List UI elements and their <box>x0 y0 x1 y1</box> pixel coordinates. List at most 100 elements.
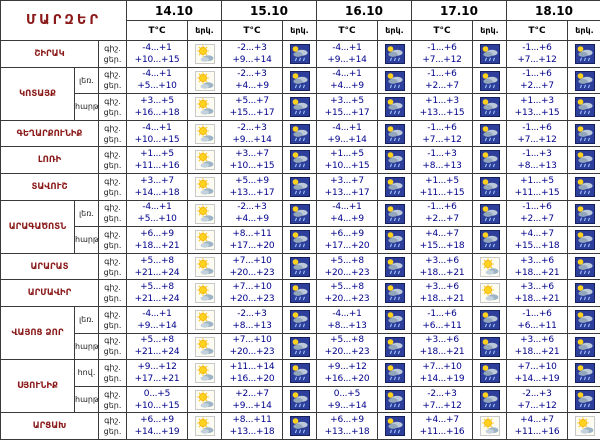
rain-icon <box>282 172 317 201</box>
temperature-cell: 0...+5 +10...+15 <box>126 385 188 414</box>
night-temp: -1...+6 <box>522 69 552 80</box>
night-temp: +3...+6 <box>425 335 459 346</box>
sun-cloud-icon <box>187 385 222 414</box>
day-label: ցեր. <box>103 134 122 144</box>
night-temp: +3...+6 <box>520 282 554 293</box>
day-temp: +7...+12 <box>517 134 557 145</box>
day-temp: +21...+24 <box>134 267 180 278</box>
night-temp: 0...+5 <box>333 388 361 399</box>
night-day-labels: գիշ. ցեր. <box>98 40 127 68</box>
night-temp: +6...+9 <box>140 415 174 426</box>
day-label: ցեր. <box>103 107 122 117</box>
rain-icon <box>282 146 317 174</box>
rain-icon <box>282 119 317 148</box>
rain-icon <box>282 199 317 228</box>
temperature-cell: -1...+6 +7...+12 <box>506 40 568 68</box>
day-temp: +9...+14 <box>232 54 272 65</box>
region-name: ԳԵՂԱՐՔՈՒՆԻՔ <box>0 119 99 148</box>
day-temp: +11...+16 <box>514 427 560 438</box>
temperature-cell: -1...+6 +2...+7 <box>411 66 473 95</box>
temp-col-header: T°C <box>411 20 473 41</box>
temperature-cell: -1...+6 +6...+11 <box>506 305 568 334</box>
sun-cloud-icon <box>187 119 222 148</box>
night-temp: -4...+1 <box>142 42 172 53</box>
rain-icon <box>567 93 600 121</box>
temperature-cell: -1...+6 +2...+7 <box>411 199 473 228</box>
temperature-cell: +9...+12 +17...+21 <box>126 359 188 387</box>
rain-icon <box>377 385 412 414</box>
rain-icon <box>377 226 412 254</box>
date-header: 16.10 <box>316 0 412 21</box>
day-label: ցեր. <box>103 81 122 91</box>
temperature-cell: +2...+7 +9...+14 <box>221 385 283 414</box>
temperature-cell: +4...+7 +15...+18 <box>411 226 473 254</box>
day-temp: +13...+17 <box>324 187 370 198</box>
night-temp: +3...+5 <box>140 95 174 106</box>
day-temp: +7...+12 <box>517 54 557 65</box>
day-label: ցեր. <box>103 373 122 383</box>
night-temp: +3...+5 <box>330 95 364 106</box>
day-temp: +18...+21 <box>419 347 465 358</box>
temp-col-header: T°C <box>221 20 283 41</box>
night-temp: -1...+6 <box>427 42 457 53</box>
temperature-cell: +5...+8 +20...+23 <box>316 332 378 361</box>
night-temp: +6...+9 <box>330 228 364 239</box>
temperature-cell: +5...+7 +15...+17 <box>221 93 283 121</box>
night-day-labels: գիշ. ցեր. <box>98 252 127 281</box>
temperature-cell: -4...+1 +5...+10 <box>126 66 188 95</box>
temperature-cell: -4...+1 +8...+13 <box>316 305 378 334</box>
region-name: ՇԻՐԱԿ <box>0 40 99 68</box>
night-temp: +5...+8 <box>330 282 364 293</box>
day-temp: +16...+18 <box>134 107 180 118</box>
header-row-subcolumns: T°C երկ. T°C երկ. T°C երկ. T°C երկ. T°C … <box>1 20 600 41</box>
table-row: ԼՈՌԻ գիշ. ցեր. +1...+5 +11...+16 +3...+7 +10..… <box>0 146 600 174</box>
night-temp: +9...+12 <box>327 361 367 372</box>
temperature-cell: +4...+7 +11...+16 <box>411 412 473 440</box>
night-temp: +1...+3 <box>520 95 554 106</box>
sun-cloud-icon <box>187 279 222 307</box>
temperature-cell: +3...+7 +10...+15 <box>221 146 283 174</box>
temperature-cell: +7...+10 +14...+19 <box>506 359 568 387</box>
night-day-labels: գիշ. ցեր. <box>98 199 127 228</box>
temp-col-header: T°C <box>316 20 378 41</box>
temperature-cell: +5...+8 +20...+23 <box>316 252 378 281</box>
day-temp: +16...+20 <box>324 373 370 384</box>
day-label: ցեր. <box>103 320 122 330</box>
night-temp: -1...+6 <box>427 202 457 213</box>
day-temp: +14...+19 <box>419 373 465 384</box>
night-label: գիշ. <box>104 336 121 346</box>
rain-icon <box>472 226 507 254</box>
day-temp: +13...+15 <box>419 107 465 118</box>
day-temp: +9...+14 <box>232 134 272 145</box>
day-temp: +2...+7 <box>425 214 459 225</box>
night-label: գիշ. <box>104 123 121 133</box>
day-temp: +7...+12 <box>422 54 462 65</box>
rain-icon <box>567 199 600 228</box>
temperature-cell: +6...+9 +14...+19 <box>126 412 188 440</box>
temperature-cell: -4...+1 +9...+14 <box>316 119 378 148</box>
day-temp: +18...+21 <box>419 267 465 278</box>
day-temp: +8...+13 <box>517 161 557 172</box>
rain-icon <box>567 385 600 414</box>
rain-icon <box>472 93 507 121</box>
temperature-cell: +5...+8 +21...+24 <box>126 279 188 307</box>
night-temp: +5...+8 <box>330 335 364 346</box>
night-temp: +4...+7 <box>425 415 459 426</box>
region-name: ԼՈՌԻ <box>0 146 99 174</box>
sub-area-label: լեռ. <box>74 66 99 95</box>
table-row: ԳԵՂԱՐՔՈՒՆԻՔ գիշ. ցեր. -4...+1 +10...+15 -2...… <box>0 119 600 148</box>
night-day-labels: գիշ. ցեր. <box>98 385 127 414</box>
night-temp: -1...+6 <box>522 308 552 319</box>
night-temp: +1...+5 <box>520 175 554 186</box>
night-temp: +1...+3 <box>425 95 459 106</box>
table-row: ՇԻՐԱԿ գիշ. ցեր. -4...+1 +10...+15 -2...+3 +9..… <box>0 40 600 68</box>
day-label: ցեր. <box>103 54 122 64</box>
temperature-cell: -1...+6 +7...+12 <box>411 40 473 68</box>
night-label: գիշ. <box>104 283 121 293</box>
night-temp: -2...+3 <box>427 388 457 399</box>
night-temp: +4...+7 <box>520 415 554 426</box>
night-label: գիշ. <box>104 70 121 80</box>
night-temp: -2...+3 <box>237 122 267 133</box>
day-temp: +2...+7 <box>520 81 554 92</box>
night-temp: -2...+3 <box>237 308 267 319</box>
